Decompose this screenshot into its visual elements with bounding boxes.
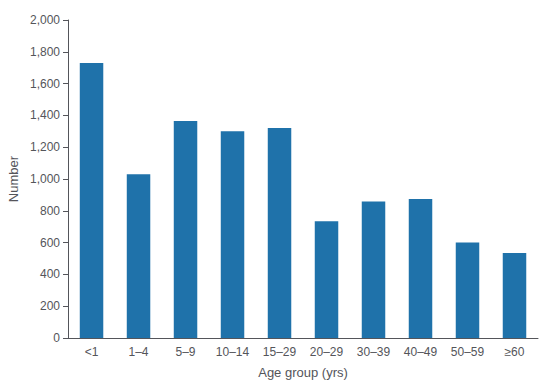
- svg-text:≥60: ≥60: [505, 345, 525, 359]
- svg-text:Age group (yrs): Age group (yrs): [258, 365, 348, 380]
- svg-text:<1: <1: [85, 345, 99, 359]
- svg-text:200: 200: [40, 299, 60, 313]
- svg-text:20–29: 20–29: [310, 345, 344, 359]
- svg-text:800: 800: [40, 204, 60, 218]
- svg-text:30–39: 30–39: [357, 345, 391, 359]
- svg-text:50–59: 50–59: [451, 345, 485, 359]
- svg-text:1,000: 1,000: [30, 172, 60, 186]
- svg-text:600: 600: [40, 236, 60, 250]
- svg-text:40–49: 40–49: [404, 345, 438, 359]
- svg-text:1,800: 1,800: [30, 45, 60, 59]
- svg-text:15–29: 15–29: [263, 345, 297, 359]
- svg-text:2,000: 2,000: [30, 13, 60, 27]
- svg-text:1,600: 1,600: [30, 77, 60, 91]
- svg-text:Number: Number: [6, 155, 21, 202]
- svg-text:1–4: 1–4: [129, 345, 149, 359]
- svg-text:1,400: 1,400: [30, 108, 60, 122]
- svg-text:1,200: 1,200: [30, 140, 60, 154]
- svg-text:10–14: 10–14: [216, 345, 250, 359]
- svg-text:0: 0: [53, 331, 60, 345]
- svg-text:5–9: 5–9: [176, 345, 196, 359]
- svg-text:400: 400: [40, 267, 60, 281]
